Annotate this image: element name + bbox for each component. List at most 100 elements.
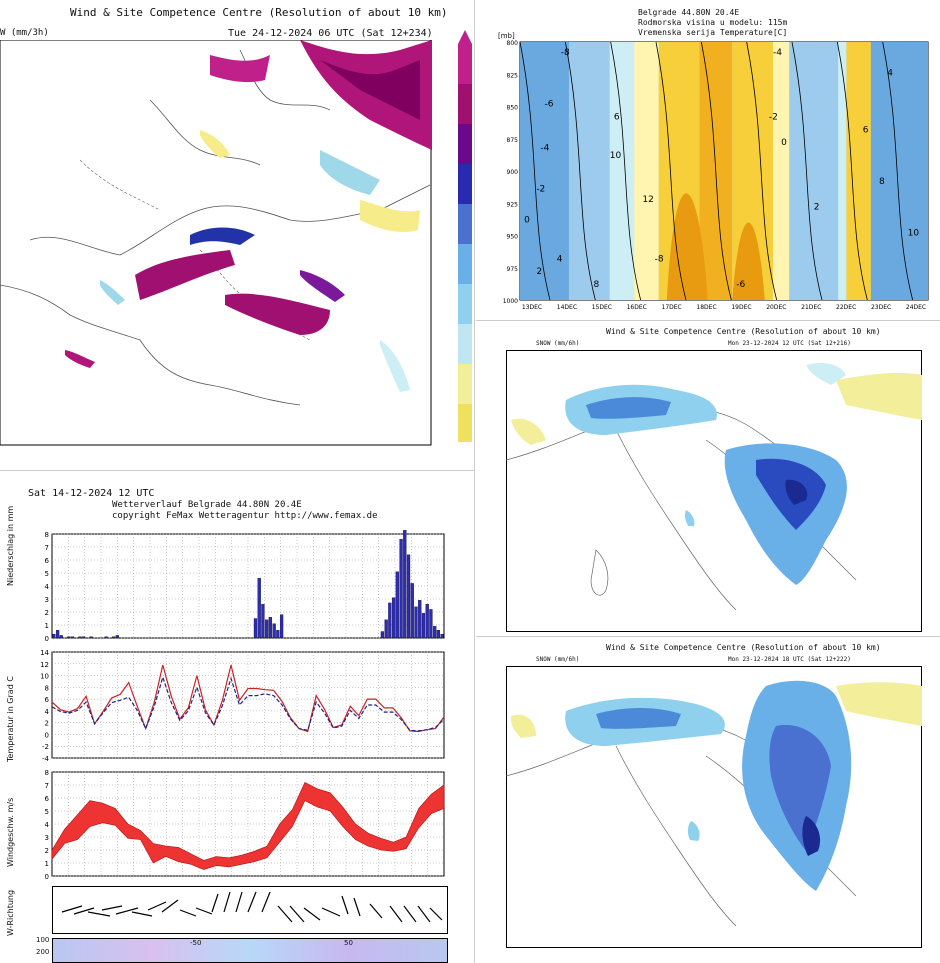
map-panel-middle-right: Wind & Site Competence Centre (Resolutio… xyxy=(478,322,940,634)
xsec-contour-label: 12 xyxy=(642,195,653,205)
xsec-x-tick: 19DEC xyxy=(731,304,751,311)
map-panel-top-left: Wind & Site Competence Centre (Resolutio… xyxy=(0,0,472,465)
xsec-contour-label: 10 xyxy=(908,229,920,239)
xsec-x-tick: 17DEC xyxy=(662,304,682,311)
temp-tick-label: 12 xyxy=(40,661,49,669)
xsec-warm-core xyxy=(732,222,765,300)
xsec-contour xyxy=(746,41,778,301)
xsec-x-tick: 24DEC xyxy=(906,304,926,311)
direction-axis-label: W-Richtung xyxy=(6,889,15,936)
precip-bar xyxy=(403,530,407,639)
precip-bar xyxy=(115,635,119,639)
precip-bar xyxy=(429,609,433,639)
precip-bar xyxy=(55,630,60,639)
precip-bar xyxy=(261,604,265,639)
xsec-contour xyxy=(836,41,868,301)
bottom-tick-4: -50 xyxy=(190,939,202,947)
temp-tick-label: 10 xyxy=(40,673,49,681)
precip-tick-label: 2 xyxy=(45,609,49,617)
xsec-band xyxy=(520,42,569,300)
xsec-band xyxy=(870,42,928,300)
xsec-contour xyxy=(564,41,596,301)
cross-section-line1: Belgrade 44.80N 20.4E xyxy=(638,8,740,17)
precip-bar xyxy=(257,578,261,639)
xsec-contour-label: -6 xyxy=(736,280,745,290)
xsec-contour-label: 8 xyxy=(593,280,599,290)
precip-bar xyxy=(253,618,258,639)
map-valid-time: Tue 24-12-2024 06 UTC (Sat 12+234) xyxy=(228,28,433,39)
map-italy-balkans-snow-1 xyxy=(506,350,922,632)
precip-bar xyxy=(111,636,116,639)
xsec-band xyxy=(568,42,610,300)
xsec-contour-label: 6 xyxy=(614,112,620,122)
precip-tick-label: 3 xyxy=(45,596,49,604)
map-br-variable: SNOW (mm/6h) xyxy=(536,656,580,663)
xsec-contour xyxy=(791,41,823,301)
precip-tick-label: 1 xyxy=(45,622,49,630)
bottom-tick-1: 100 xyxy=(36,936,50,944)
precip-tick-label: 7 xyxy=(45,544,49,552)
wind-direction-arrows xyxy=(52,886,448,934)
precip-bar xyxy=(276,630,280,639)
xsec-warm-core xyxy=(666,193,708,300)
wind-tick-label: 1 xyxy=(45,860,49,868)
xsec-x-tick: 18DEC xyxy=(696,304,716,311)
precip-bar xyxy=(104,636,108,639)
xsec-contour-label: -8 xyxy=(561,48,570,58)
precip-bar xyxy=(399,539,403,639)
xsec-y-tick: 925 xyxy=(507,201,519,208)
map-italy-balkans-snow-2 xyxy=(506,666,922,948)
xsec-contour xyxy=(519,41,551,301)
precip-bar xyxy=(52,633,56,639)
xsec-band xyxy=(634,42,659,300)
xsec-y-tick: 850 xyxy=(507,105,519,112)
xsec-contour-label: -8 xyxy=(655,254,664,264)
precip-tick-label: 5 xyxy=(45,570,49,578)
wind-tick-label: 0 xyxy=(45,873,49,880)
meteogram-panel: Sat 14-12-2024 12 UTC Wetterverlauf Belg… xyxy=(0,472,472,963)
xsec-x-tick: 16DEC xyxy=(627,304,647,311)
precip-bar xyxy=(414,606,418,639)
temp-tick-label: 14 xyxy=(40,649,49,657)
precip-bar xyxy=(425,604,429,639)
bottom-strip xyxy=(52,938,448,963)
xsec-x-tick: 14DEC xyxy=(557,304,577,311)
xsec-contour-label: 8 xyxy=(879,177,885,187)
xsec-contour-label: -4 xyxy=(540,143,549,153)
temp-tick-label: 4 xyxy=(45,708,50,716)
meteogram-run: Sat 14-12-2024 12 UTC xyxy=(28,488,155,499)
xsec-y-tick: 825 xyxy=(507,72,519,79)
xsec-contour-label: -2 xyxy=(536,185,545,195)
xsec-contour-label: 0 xyxy=(524,216,530,226)
wind-axis-label: Windgeschw. m/s xyxy=(6,797,15,867)
cross-section-line2: Rodmorska visina u modelu: 115m xyxy=(638,18,788,27)
temp-tick-label: -2 xyxy=(42,743,49,751)
precip-bar xyxy=(59,635,63,639)
map-title: Wind & Site Competence Centre (Resolutio… xyxy=(70,6,448,19)
temp-tick-label: -4 xyxy=(42,755,50,762)
map-panel-bottom-right: Wind & Site Competence Centre (Resolutio… xyxy=(478,638,940,963)
xsec-contour-label: 2 xyxy=(536,267,542,277)
xsec-contour-label: -6 xyxy=(544,100,553,110)
temp-tick-label: 2 xyxy=(45,720,49,728)
cross-section-line3: Vremenska serija Temperature[C] xyxy=(638,28,788,37)
xsec-contour-label: 0 xyxy=(781,138,787,148)
precip-bar xyxy=(433,626,437,639)
precip-bar xyxy=(82,636,86,639)
map-variable: W (mm/3h) xyxy=(0,28,49,38)
temp-tick-label: 8 xyxy=(45,684,49,692)
meteogram-copyright: copyright FeMax Wetteragentur http://www… xyxy=(112,511,378,521)
precip-tick-label: 8 xyxy=(45,531,49,539)
map-color-legend xyxy=(458,30,472,442)
temp-tick-label: 0 xyxy=(45,731,49,739)
bottom-tick-3: 50 xyxy=(344,939,353,947)
xsec-y-tick: 950 xyxy=(507,234,519,241)
precip-bar xyxy=(418,600,422,639)
wind-tick-label: 8 xyxy=(45,769,49,777)
wind-speed-band xyxy=(51,781,445,870)
xsec-band xyxy=(846,42,871,300)
divider-left-horizontal xyxy=(0,470,474,471)
precip-bar xyxy=(89,636,93,639)
wind-tick-label: 6 xyxy=(45,795,50,803)
